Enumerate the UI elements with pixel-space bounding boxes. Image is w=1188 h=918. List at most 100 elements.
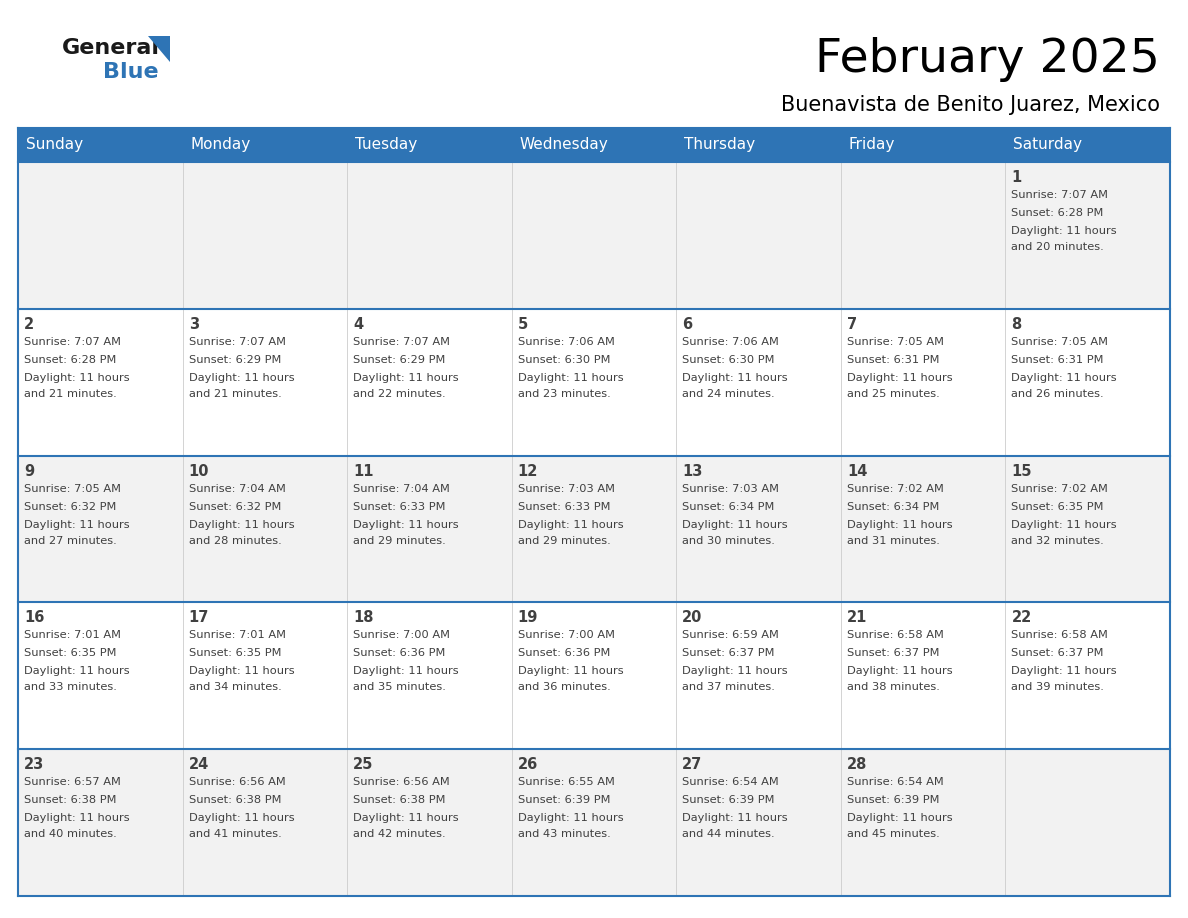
Text: Sunrise: 7:00 AM: Sunrise: 7:00 AM — [518, 631, 614, 641]
Text: Sunset: 6:38 PM: Sunset: 6:38 PM — [24, 795, 116, 805]
Text: Sunset: 6:35 PM: Sunset: 6:35 PM — [1011, 501, 1104, 511]
Text: 10: 10 — [189, 464, 209, 478]
Text: and 24 minutes.: and 24 minutes. — [682, 389, 775, 398]
Text: and 22 minutes.: and 22 minutes. — [353, 389, 446, 398]
Text: 28: 28 — [847, 757, 867, 772]
Text: and 41 minutes.: and 41 minutes. — [189, 829, 282, 839]
Text: Sunrise: 6:57 AM: Sunrise: 6:57 AM — [24, 778, 121, 788]
Text: Monday: Monday — [190, 138, 251, 152]
Text: Sunset: 6:32 PM: Sunset: 6:32 PM — [24, 501, 116, 511]
Text: Daylight: 11 hours: Daylight: 11 hours — [24, 373, 129, 383]
Text: 20: 20 — [682, 610, 702, 625]
Text: 1: 1 — [1011, 170, 1022, 185]
Text: and 37 minutes.: and 37 minutes. — [682, 682, 775, 692]
Text: Sunset: 6:28 PM: Sunset: 6:28 PM — [24, 354, 116, 364]
Text: Daylight: 11 hours: Daylight: 11 hours — [682, 373, 788, 383]
Text: Sunset: 6:29 PM: Sunset: 6:29 PM — [353, 354, 446, 364]
Text: Daylight: 11 hours: Daylight: 11 hours — [518, 813, 624, 823]
Text: Daylight: 11 hours: Daylight: 11 hours — [847, 813, 953, 823]
Bar — [18, 162, 1170, 308]
Text: 3: 3 — [189, 317, 198, 331]
Text: Daylight: 11 hours: Daylight: 11 hours — [353, 813, 459, 823]
Bar — [18, 308, 1170, 455]
Polygon shape — [148, 36, 170, 62]
Text: and 31 minutes.: and 31 minutes. — [847, 535, 940, 545]
Text: Sunrise: 6:55 AM: Sunrise: 6:55 AM — [518, 778, 614, 788]
Bar — [183, 128, 347, 162]
Bar — [512, 128, 676, 162]
Text: Wednesday: Wednesday — [519, 138, 608, 152]
Text: 14: 14 — [847, 464, 867, 478]
Text: and 21 minutes.: and 21 minutes. — [24, 389, 116, 398]
Text: 12: 12 — [518, 464, 538, 478]
Text: Daylight: 11 hours: Daylight: 11 hours — [518, 666, 624, 677]
Text: 6: 6 — [682, 317, 693, 331]
Text: Sunset: 6:36 PM: Sunset: 6:36 PM — [353, 648, 446, 658]
Text: Sunrise: 6:56 AM: Sunrise: 6:56 AM — [189, 778, 285, 788]
Text: Sunrise: 7:06 AM: Sunrise: 7:06 AM — [682, 337, 779, 347]
Text: Sunrise: 7:07 AM: Sunrise: 7:07 AM — [24, 337, 121, 347]
Text: 9: 9 — [24, 464, 34, 478]
Text: Daylight: 11 hours: Daylight: 11 hours — [847, 520, 953, 530]
Text: and 42 minutes.: and 42 minutes. — [353, 829, 446, 839]
Text: Daylight: 11 hours: Daylight: 11 hours — [189, 373, 295, 383]
Text: Sunrise: 7:03 AM: Sunrise: 7:03 AM — [518, 484, 614, 494]
Text: and 35 minutes.: and 35 minutes. — [353, 682, 446, 692]
Text: Daylight: 11 hours: Daylight: 11 hours — [1011, 520, 1117, 530]
Text: 11: 11 — [353, 464, 374, 478]
Text: Sunset: 6:29 PM: Sunset: 6:29 PM — [189, 354, 280, 364]
Text: and 21 minutes.: and 21 minutes. — [189, 389, 282, 398]
Text: Friday: Friday — [849, 138, 896, 152]
Text: Sunset: 6:37 PM: Sunset: 6:37 PM — [1011, 648, 1104, 658]
Text: and 45 minutes.: and 45 minutes. — [847, 829, 940, 839]
Text: Sunrise: 6:56 AM: Sunrise: 6:56 AM — [353, 778, 450, 788]
Text: Sunrise: 7:02 AM: Sunrise: 7:02 AM — [1011, 484, 1108, 494]
Text: 27: 27 — [682, 757, 702, 772]
Text: and 29 minutes.: and 29 minutes. — [518, 535, 611, 545]
Text: Sunset: 6:35 PM: Sunset: 6:35 PM — [189, 648, 282, 658]
Text: Daylight: 11 hours: Daylight: 11 hours — [353, 520, 459, 530]
Text: 2: 2 — [24, 317, 34, 331]
Text: Daylight: 11 hours: Daylight: 11 hours — [518, 520, 624, 530]
Text: Daylight: 11 hours: Daylight: 11 hours — [189, 813, 295, 823]
Text: Sunset: 6:33 PM: Sunset: 6:33 PM — [518, 501, 611, 511]
Text: 17: 17 — [189, 610, 209, 625]
Text: February 2025: February 2025 — [815, 38, 1159, 83]
Text: Blue: Blue — [103, 62, 159, 82]
Text: Sunrise: 7:05 AM: Sunrise: 7:05 AM — [847, 337, 943, 347]
Text: and 23 minutes.: and 23 minutes. — [518, 389, 611, 398]
Text: Buenavista de Benito Juarez, Mexico: Buenavista de Benito Juarez, Mexico — [781, 95, 1159, 115]
Text: Sunrise: 6:58 AM: Sunrise: 6:58 AM — [1011, 631, 1108, 641]
Text: Daylight: 11 hours: Daylight: 11 hours — [24, 666, 129, 677]
Text: Sunset: 6:37 PM: Sunset: 6:37 PM — [682, 648, 775, 658]
Text: Daylight: 11 hours: Daylight: 11 hours — [682, 666, 788, 677]
Text: Sunset: 6:34 PM: Sunset: 6:34 PM — [682, 501, 775, 511]
Text: and 32 minutes.: and 32 minutes. — [1011, 535, 1104, 545]
Text: Thursday: Thursday — [684, 138, 756, 152]
Text: Sunrise: 7:04 AM: Sunrise: 7:04 AM — [353, 484, 450, 494]
Bar — [18, 602, 1170, 749]
Text: and 40 minutes.: and 40 minutes. — [24, 829, 116, 839]
Text: 4: 4 — [353, 317, 364, 331]
Text: Daylight: 11 hours: Daylight: 11 hours — [24, 813, 129, 823]
Text: Daylight: 11 hours: Daylight: 11 hours — [1011, 226, 1117, 236]
Text: Sunset: 6:39 PM: Sunset: 6:39 PM — [518, 795, 611, 805]
Text: 13: 13 — [682, 464, 702, 478]
Text: and 34 minutes.: and 34 minutes. — [189, 682, 282, 692]
Text: Sunrise: 7:05 AM: Sunrise: 7:05 AM — [24, 484, 121, 494]
Bar — [18, 455, 1170, 602]
Bar — [1005, 128, 1170, 162]
Text: 22: 22 — [1011, 610, 1031, 625]
Text: and 26 minutes.: and 26 minutes. — [1011, 389, 1104, 398]
Text: Sunset: 6:35 PM: Sunset: 6:35 PM — [24, 648, 116, 658]
Bar — [841, 128, 1005, 162]
Bar — [347, 128, 512, 162]
Bar — [18, 749, 1170, 896]
Text: Sunset: 6:39 PM: Sunset: 6:39 PM — [847, 795, 940, 805]
Bar — [18, 128, 183, 162]
Text: Sunset: 6:37 PM: Sunset: 6:37 PM — [847, 648, 940, 658]
Text: Sunset: 6:30 PM: Sunset: 6:30 PM — [518, 354, 611, 364]
Text: 16: 16 — [24, 610, 44, 625]
Text: 8: 8 — [1011, 317, 1022, 331]
Text: Sunset: 6:30 PM: Sunset: 6:30 PM — [682, 354, 775, 364]
